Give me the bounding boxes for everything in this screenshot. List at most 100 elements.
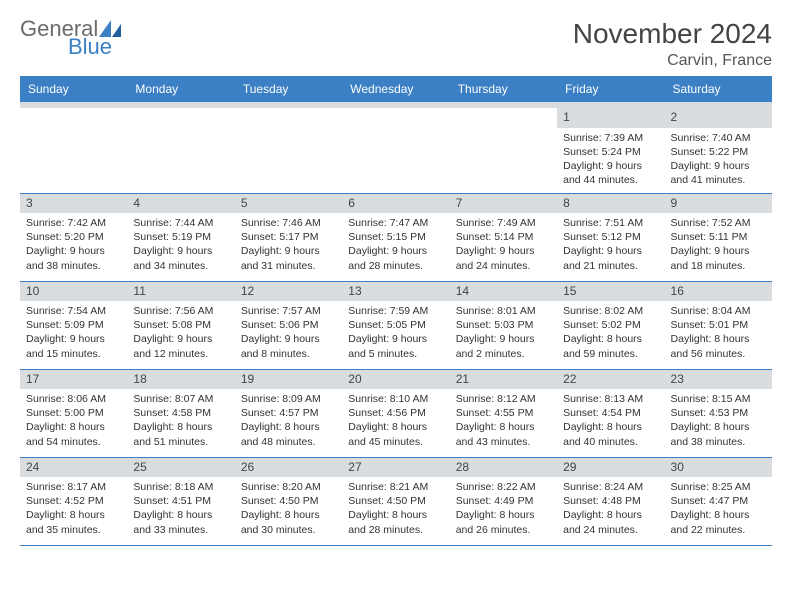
calendar-week-row: 1Sunrise: 7:39 AMSunset: 5:24 PMDaylight…: [20, 105, 772, 193]
day-info-line: Sunrise: 8:07 AM: [133, 392, 228, 406]
day-content: Sunrise: 8:15 AMSunset: 4:53 PMDaylight:…: [665, 389, 772, 453]
day-content: Sunrise: 7:42 AMSunset: 5:20 PMDaylight:…: [20, 213, 127, 277]
day-number: 3: [20, 194, 127, 214]
day-content: Sunrise: 7:54 AMSunset: 5:09 PMDaylight:…: [20, 301, 127, 365]
day-info-line: Sunrise: 8:17 AM: [26, 480, 121, 494]
column-header: Thursday: [450, 76, 557, 105]
day-number: 8: [557, 194, 664, 214]
calendar-week-row: 17Sunrise: 8:06 AMSunset: 5:00 PMDayligh…: [20, 369, 772, 457]
calendar-day-cell: 25Sunrise: 8:18 AMSunset: 4:51 PMDayligh…: [127, 457, 234, 545]
day-info-line: Sunset: 4:50 PM: [348, 494, 443, 508]
day-info-line: Sunrise: 8:13 AM: [563, 392, 658, 406]
calendar-table: SundayMondayTuesdayWednesdayThursdayFrid…: [20, 76, 772, 546]
calendar-day-cell: 26Sunrise: 8:20 AMSunset: 4:50 PMDayligh…: [235, 457, 342, 545]
day-info-line: Sunrise: 8:01 AM: [456, 304, 551, 318]
day-content: [20, 128, 127, 135]
day-content: [127, 128, 234, 135]
day-info-line: Sunrise: 8:10 AM: [348, 392, 443, 406]
calendar-day-cell: 19Sunrise: 8:09 AMSunset: 4:57 PMDayligh…: [235, 369, 342, 457]
calendar-week-row: 10Sunrise: 7:54 AMSunset: 5:09 PMDayligh…: [20, 281, 772, 369]
day-content: Sunrise: 8:01 AMSunset: 5:03 PMDaylight:…: [450, 301, 557, 365]
calendar-day-cell: 21Sunrise: 8:12 AMSunset: 4:55 PMDayligh…: [450, 369, 557, 457]
calendar-day-cell: 12Sunrise: 7:57 AMSunset: 5:06 PMDayligh…: [235, 281, 342, 369]
day-number: 29: [557, 458, 664, 478]
day-info-line: Sunset: 4:47 PM: [671, 494, 766, 508]
day-info-line: Daylight: 9 hours and 34 minutes.: [133, 244, 228, 272]
day-info-line: Daylight: 9 hours and 2 minutes.: [456, 332, 551, 360]
day-content: Sunrise: 7:57 AMSunset: 5:06 PMDaylight:…: [235, 301, 342, 365]
day-info-line: Sunset: 5:15 PM: [348, 230, 443, 244]
day-info-line: Sunrise: 8:22 AM: [456, 480, 551, 494]
day-info-line: Sunset: 5:12 PM: [563, 230, 658, 244]
day-info-line: Daylight: 8 hours and 26 minutes.: [456, 508, 551, 536]
day-info-line: Daylight: 8 hours and 56 minutes.: [671, 332, 766, 360]
day-content: Sunrise: 7:47 AMSunset: 5:15 PMDaylight:…: [342, 213, 449, 277]
calendar-day-cell: 10Sunrise: 7:54 AMSunset: 5:09 PMDayligh…: [20, 281, 127, 369]
calendar-day-cell: 22Sunrise: 8:13 AMSunset: 4:54 PMDayligh…: [557, 369, 664, 457]
day-content: [342, 128, 449, 135]
day-info-line: Sunset: 4:53 PM: [671, 406, 766, 420]
day-info-line: Sunrise: 7:54 AM: [26, 304, 121, 318]
page-title: November 2024: [573, 18, 772, 50]
day-info-line: Daylight: 9 hours and 21 minutes.: [563, 244, 658, 272]
day-info-line: Sunrise: 7:42 AM: [26, 216, 121, 230]
day-info-line: Daylight: 9 hours and 8 minutes.: [241, 332, 336, 360]
day-number: 11: [127, 282, 234, 302]
day-info-line: Sunset: 5:01 PM: [671, 318, 766, 332]
calendar-day-cell: 29Sunrise: 8:24 AMSunset: 4:48 PMDayligh…: [557, 457, 664, 545]
day-info-line: Daylight: 8 hours and 38 minutes.: [671, 420, 766, 448]
day-content: Sunrise: 8:10 AMSunset: 4:56 PMDaylight:…: [342, 389, 449, 453]
day-content: Sunrise: 8:24 AMSunset: 4:48 PMDaylight:…: [557, 477, 664, 541]
calendar-day-cell: 28Sunrise: 8:22 AMSunset: 4:49 PMDayligh…: [450, 457, 557, 545]
calendar-day-cell: 30Sunrise: 8:25 AMSunset: 4:47 PMDayligh…: [665, 457, 772, 545]
day-info-line: Sunset: 5:17 PM: [241, 230, 336, 244]
day-info-line: Sunset: 4:55 PM: [456, 406, 551, 420]
day-number: 21: [450, 370, 557, 390]
day-info-line: Daylight: 9 hours and 12 minutes.: [133, 332, 228, 360]
day-info-line: Sunset: 4:50 PM: [241, 494, 336, 508]
day-info-line: Daylight: 8 hours and 45 minutes.: [348, 420, 443, 448]
day-info-line: Sunrise: 8:18 AM: [133, 480, 228, 494]
day-info-line: Daylight: 8 hours and 54 minutes.: [26, 420, 121, 448]
day-number: 15: [557, 282, 664, 302]
day-info-line: Sunrise: 7:46 AM: [241, 216, 336, 230]
day-info-line: Sunset: 4:58 PM: [133, 406, 228, 420]
day-number: [20, 108, 127, 128]
title-block: November 2024 Carvin, France: [573, 18, 772, 70]
day-info-line: Sunrise: 7:56 AM: [133, 304, 228, 318]
calendar-day-cell: 9Sunrise: 7:52 AMSunset: 5:11 PMDaylight…: [665, 193, 772, 281]
logo-word-2: Blue: [68, 36, 121, 58]
calendar-day-cell: 6Sunrise: 7:47 AMSunset: 5:15 PMDaylight…: [342, 193, 449, 281]
day-info-line: Sunset: 5:05 PM: [348, 318, 443, 332]
calendar-day-cell: 3Sunrise: 7:42 AMSunset: 5:20 PMDaylight…: [20, 193, 127, 281]
day-info-line: Sunset: 5:02 PM: [563, 318, 658, 332]
day-info-line: Sunrise: 8:12 AM: [456, 392, 551, 406]
column-header: Tuesday: [235, 76, 342, 105]
day-number: 27: [342, 458, 449, 478]
day-number: [450, 108, 557, 128]
day-info-line: Daylight: 8 hours and 24 minutes.: [563, 508, 658, 536]
day-number: [235, 108, 342, 128]
calendar-day-cell: [20, 105, 127, 193]
day-info-line: Sunset: 5:19 PM: [133, 230, 228, 244]
calendar-day-cell: 20Sunrise: 8:10 AMSunset: 4:56 PMDayligh…: [342, 369, 449, 457]
column-header: Sunday: [20, 76, 127, 105]
calendar-week-row: 3Sunrise: 7:42 AMSunset: 5:20 PMDaylight…: [20, 193, 772, 281]
calendar-page: General Blue November 2024 Carvin, Franc…: [0, 0, 792, 556]
day-content: Sunrise: 8:02 AMSunset: 5:02 PMDaylight:…: [557, 301, 664, 365]
day-content: Sunrise: 8:25 AMSunset: 4:47 PMDaylight:…: [665, 477, 772, 541]
day-number: 12: [235, 282, 342, 302]
calendar-day-cell: 16Sunrise: 8:04 AMSunset: 5:01 PMDayligh…: [665, 281, 772, 369]
day-info-line: Sunrise: 8:09 AM: [241, 392, 336, 406]
day-info-line: Daylight: 8 hours and 28 minutes.: [348, 508, 443, 536]
day-info-line: Sunrise: 7:49 AM: [456, 216, 551, 230]
day-info-line: Sunset: 5:11 PM: [671, 230, 766, 244]
day-number: 5: [235, 194, 342, 214]
calendar-day-cell: 23Sunrise: 8:15 AMSunset: 4:53 PMDayligh…: [665, 369, 772, 457]
calendar-day-cell: 14Sunrise: 8:01 AMSunset: 5:03 PMDayligh…: [450, 281, 557, 369]
calendar-day-cell: 5Sunrise: 7:46 AMSunset: 5:17 PMDaylight…: [235, 193, 342, 281]
calendar-day-cell: 13Sunrise: 7:59 AMSunset: 5:05 PMDayligh…: [342, 281, 449, 369]
day-content: Sunrise: 8:18 AMSunset: 4:51 PMDaylight:…: [127, 477, 234, 541]
day-info-line: Sunrise: 8:06 AM: [26, 392, 121, 406]
calendar-day-cell: 2Sunrise: 7:40 AMSunset: 5:22 PMDaylight…: [665, 105, 772, 193]
